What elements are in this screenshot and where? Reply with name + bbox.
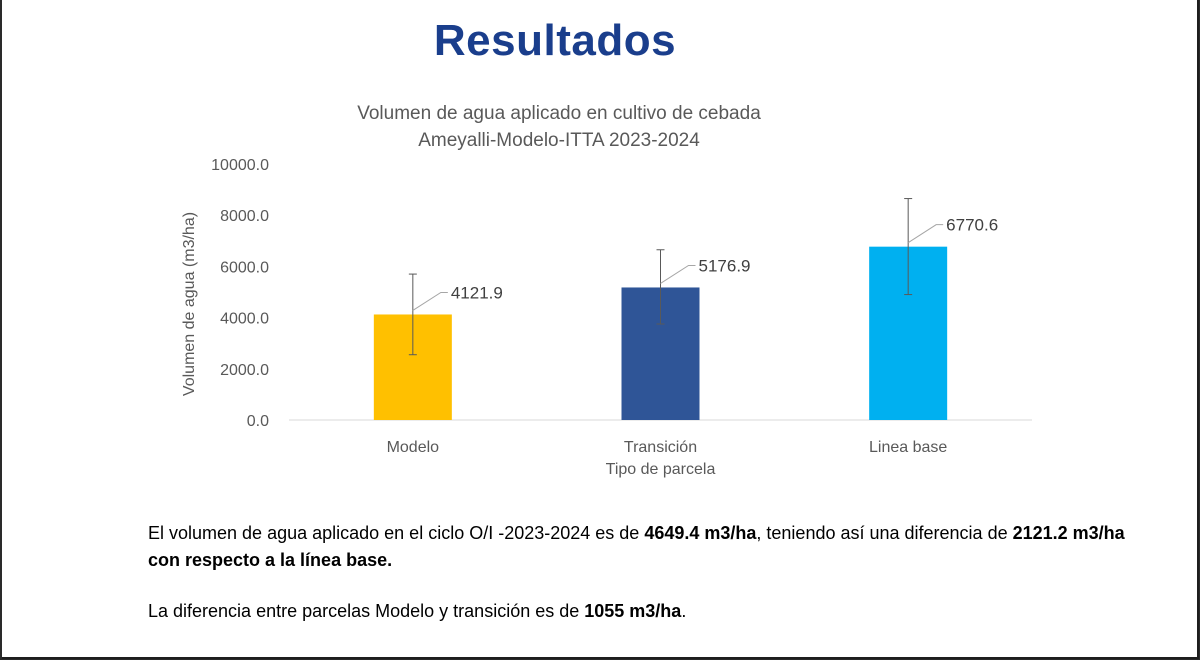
p1-total-volume: 4649.4 m3/ha (644, 523, 757, 543)
y-tick-label: 2000.0 (220, 362, 269, 379)
x-category-label: Linea base (869, 439, 947, 456)
summary-paragraph-2: La diferencia entre parcelas Modelo y tr… (148, 598, 1128, 625)
p1-text-a: El volumen de agua aplicado en el ciclo … (148, 523, 645, 543)
y-tick-label: 10000.0 (211, 157, 269, 174)
bar-chart: 0.0 2000.0 4000.0 6000.0 8000.0 10000.0 4121.9… (181, 157, 1032, 478)
data-label: 6770.6 (946, 216, 998, 235)
y-tick-label: 6000.0 (220, 259, 269, 276)
p2-difference: 1055 m3/ha (584, 601, 682, 621)
data-label: 4121.9 (451, 283, 503, 302)
data-label: 5176.9 (699, 256, 751, 275)
p1-difference: 2121.2 m3/ha con respecto a la línea bas… (148, 523, 1125, 570)
x-axis-title: Tipo de parcela (606, 461, 716, 478)
x-category-label: Transición (624, 439, 697, 456)
x-category-label: Modelo (387, 439, 440, 456)
y-tick-label: 8000.0 (220, 208, 269, 225)
y-tick-label: 4000.0 (220, 311, 269, 328)
data-label-leader (907, 224, 944, 244)
slide-title: Resultados (433, 16, 677, 65)
summary-paragraph-1: El volumen de agua aplicado en el ciclo … (148, 520, 1128, 574)
p2-text-a: La diferencia entre parcelas Modelo y tr… (148, 601, 585, 621)
chart-subtitle: Ameyalli-Modelo-ITTA 2023-2024 (418, 130, 700, 151)
y-tick-label: 0.0 (247, 413, 269, 430)
data-label-leader (660, 264, 696, 284)
chart-title: Volumen de agua aplicado en cultivo de c… (357, 103, 761, 124)
p1-text-c: , teniendo así una diferencia de (756, 523, 1013, 543)
y-axis-title: Volumen de agua (m3/ha) (181, 212, 198, 396)
chart-title-block: Volumen de agua aplicado en cultivo de c… (202, 100, 916, 154)
p2-text-c: . (681, 601, 687, 621)
data-label-leader (412, 291, 448, 311)
